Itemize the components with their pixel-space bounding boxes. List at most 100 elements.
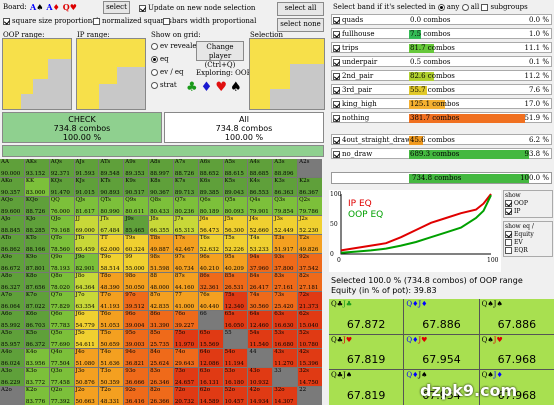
change-player-button[interactable]: Change player (Ctrl+Q) xyxy=(196,41,244,69)
hand-cell-K8s[interactable]: K8s 90.367 xyxy=(149,178,173,196)
hand-cell-K2s[interactable]: K2s 86.367 xyxy=(298,178,322,196)
hand-cell-93o[interactable]: 93o 36.666 xyxy=(124,368,149,386)
hand-cell-75o[interactable]: 75o 11.970 xyxy=(173,330,198,348)
hand-cell-Q4s[interactable]: Q4s 79.901 xyxy=(248,197,273,215)
hand-cell-76s[interactable]: 76s 40.440 xyxy=(198,292,223,310)
suit-1-icon[interactable]: ♦ xyxy=(200,80,216,95)
eqr-checkbox[interactable]: EQR xyxy=(505,247,551,255)
hand-cell-Q9o[interactable]: Q9o 78.193 xyxy=(49,254,74,272)
hand-cell-T5s[interactable]: T5s 52.226 xyxy=(223,235,248,253)
hand-cell-Q8s[interactable]: Q8s 80.433 xyxy=(149,197,173,215)
update-checkbox[interactable]: Update on new node selection xyxy=(139,4,255,12)
hand-cell-63o[interactable]: 63o 16.131 xyxy=(198,368,223,386)
combo-equity-cell[interactable]: Q♦J♦ 67.886 xyxy=(404,299,479,334)
hand-cell-87o[interactable]: 87o 42.835 xyxy=(149,292,173,310)
hand-cell-93s[interactable]: 93s 37.800 xyxy=(273,254,298,272)
hand-cell-92o[interactable]: 92o 36.416 xyxy=(124,387,149,405)
hand-cell-A9s[interactable]: A9s 89.353 xyxy=(124,159,149,177)
hand-cell-T6s[interactable]: T6s 52.632 xyxy=(198,235,223,253)
hand-cell-J8s[interactable]: J8s 66.355 xyxy=(149,216,173,234)
oop-range-thumbnail[interactable] xyxy=(2,38,72,110)
hand-cell-65o[interactable]: 65o 15.569 xyxy=(198,330,223,348)
normalized-squares-checkbox[interactable]: normalized squares xyxy=(93,17,172,25)
hand-cell-A2o[interactable]: A2o xyxy=(0,387,24,405)
hand-cell-97o[interactable]: 97o 39.512 xyxy=(124,292,149,310)
hand-cell-A2s[interactable]: A2s xyxy=(298,159,322,177)
hand-cell-94s[interactable]: 94s 37.960 xyxy=(248,254,273,272)
hand-cell-TT[interactable]: TT 62.000 xyxy=(99,235,124,253)
hand-cell-T3s[interactable]: T3s 51.917 xyxy=(273,235,298,253)
hand-cell-99[interactable]: 99 55.000 xyxy=(124,254,149,272)
radio-ev-revealed[interactable]: ev revealed xyxy=(151,42,201,50)
hand-cell-AKs[interactable]: AKs 93.152 xyxy=(24,159,49,177)
hand-cell-A3o[interactable]: A3o 86.229 xyxy=(0,368,24,386)
hand-cell-AJs[interactable]: AJs 91.593 xyxy=(74,159,99,177)
hand-cell-73s[interactable]: 73s 25.420 xyxy=(273,292,298,310)
hand-cell-J5s[interactable]: J5s 56.300 xyxy=(223,216,248,234)
hand-cell-22[interactable]: 22 xyxy=(298,387,322,405)
hand-cell-QTo[interactable]: QTo 78.560 xyxy=(49,235,74,253)
hand-cell-J4o[interactable]: J4o 51.080 xyxy=(74,349,99,367)
hand-cell-Q5o[interactable]: Q5o 77.690 xyxy=(49,330,74,348)
hand-cell-94o[interactable]: 94o 36.821 xyxy=(124,349,149,367)
hand-cell-84s[interactable]: 84s 26.417 xyxy=(248,273,273,291)
hand-cell-65s[interactable]: 65s 16.050 xyxy=(223,311,248,329)
hand-cell-Q3s[interactable]: Q3s 79.854 xyxy=(273,197,298,215)
hand-cell-A3s[interactable]: A3s 88.896 xyxy=(273,159,298,177)
hand-row-trips[interactable]: trips 81.7 combos 11.1 % xyxy=(331,42,552,53)
hand-cell-K6s[interactable]: K6s 89.385 xyxy=(198,178,223,196)
hand-cell-32s[interactable]: 32s 14.750 xyxy=(298,368,322,386)
hand-cell-A7o[interactable]: A7o 86.064 xyxy=(0,292,24,310)
hand-cell-J4s[interactable]: J4s 52.660 xyxy=(248,216,273,234)
hand-cell-54o[interactable]: 54o 11.194 xyxy=(223,349,248,367)
hand-cell-98s[interactable]: 98s 51.598 xyxy=(149,254,173,272)
hand-cell-KQo[interactable]: KQo 88.726 xyxy=(24,197,49,215)
hand-cell-88[interactable]: 88 48.000 xyxy=(149,273,173,291)
hand-cell-52s[interactable]: 52s 10.780 xyxy=(298,330,322,348)
hand-cell-T9s[interactable]: T9s 60.324 xyxy=(124,235,149,253)
hand-cell-92s[interactable]: 92s 37.542 xyxy=(298,254,322,272)
hand-cell-97s[interactable]: 97s 40.734 xyxy=(173,254,198,272)
hand-cell-KTo[interactable]: KTo 88.166 xyxy=(24,235,49,253)
hand-cell-Q9s[interactable]: Q9s 80.611 xyxy=(124,197,149,215)
hand-cell-Q6o[interactable]: Q6o 77.783 xyxy=(49,311,74,329)
hand-row-fullhouse[interactable]: fullhouse 7.5 combos 1.0 % xyxy=(331,28,552,39)
hand-cell-J6s[interactable]: J6s 56.473 xyxy=(198,216,223,234)
hand-cell-QQ[interactable]: QQ 76.000 xyxy=(49,197,74,215)
hand-cell-A8s[interactable]: A8s 88.997 xyxy=(149,159,173,177)
hand-cell-T5o[interactable]: T5o 50.659 xyxy=(99,330,124,348)
hand-cell-Q3o[interactable]: Q3o 77.458 xyxy=(49,368,74,386)
hand-cell-JTo[interactable]: JTo 65.459 xyxy=(74,235,99,253)
hand-cell-53s[interactable]: 53s 16.680 xyxy=(273,330,298,348)
hand-cell-52o[interactable]: 52o 10.457 xyxy=(223,387,248,405)
hand-cell-62o[interactable]: 62o 14.589 xyxy=(198,387,223,405)
hand-row-no_draw[interactable]: no_draw 689.3 combos 93.8 % xyxy=(331,148,552,159)
hand-cell-KK[interactable]: KK 83.000 xyxy=(24,178,49,196)
hand-cell-ATo[interactable]: ATo 86.862 xyxy=(0,235,24,253)
hand-matrix[interactable]: AA 90.000 AKs 93.152 AQs 92.371 AJs 91.593 ATs 89… xyxy=(0,159,322,405)
hand-cell-K9s[interactable]: K9s 90.517 xyxy=(124,178,149,196)
hand-cell-K7s[interactable]: K7s 89.713 xyxy=(173,178,198,196)
select-all-button[interactable]: select all xyxy=(277,2,324,16)
hand-cell-T4o[interactable]: T4o 51.636 xyxy=(99,349,124,367)
hand-cell-K4o[interactable]: K4o 83.956 xyxy=(24,349,49,367)
hand-cell-82s[interactable]: 82s 27.181 xyxy=(298,273,322,291)
hand-cell-QJs[interactable]: QJs 81.617 xyxy=(74,197,99,215)
select-none-button[interactable]: select none xyxy=(277,18,324,32)
hand-cell-44[interactable]: 44 xyxy=(248,349,273,367)
combo-equity-cell[interactable]: Q♠J♦ 67.968 xyxy=(479,370,554,405)
hand-cell-42o[interactable]: 42o 14.934 xyxy=(248,387,273,405)
hand-row-quads[interactable]: quads 0.0 combos 0.0 % xyxy=(331,14,552,25)
hand-cell-64s[interactable]: 64s 12.460 xyxy=(248,311,273,329)
radio-strat[interactable]: strat xyxy=(151,81,177,89)
hand-cell-76o[interactable]: 76o 39.227 xyxy=(173,311,198,329)
hand-cell-33[interactable]: 33 xyxy=(273,368,298,386)
combo-equity-cell[interactable]: Q♠J♥ 67.968 xyxy=(479,334,554,370)
suit-2-icon[interactable]: ♥ xyxy=(215,80,230,95)
hand-cell-54s[interactable]: 54s 11.540 xyxy=(248,330,273,348)
hand-row-4out_straight_draw[interactable]: 4out_straight_draw 45.6 combos 6.2 % xyxy=(331,134,552,145)
hand-cell-K6o[interactable]: K6o 86.703 xyxy=(24,311,49,329)
hand-row-nothing[interactable]: nothing 381.7 combos 51.9 % xyxy=(331,112,552,123)
hand-cell-96o[interactable]: 96o 39.004 xyxy=(124,311,149,329)
hand-cell-AKo[interactable]: AKo 90.357 xyxy=(0,178,24,196)
